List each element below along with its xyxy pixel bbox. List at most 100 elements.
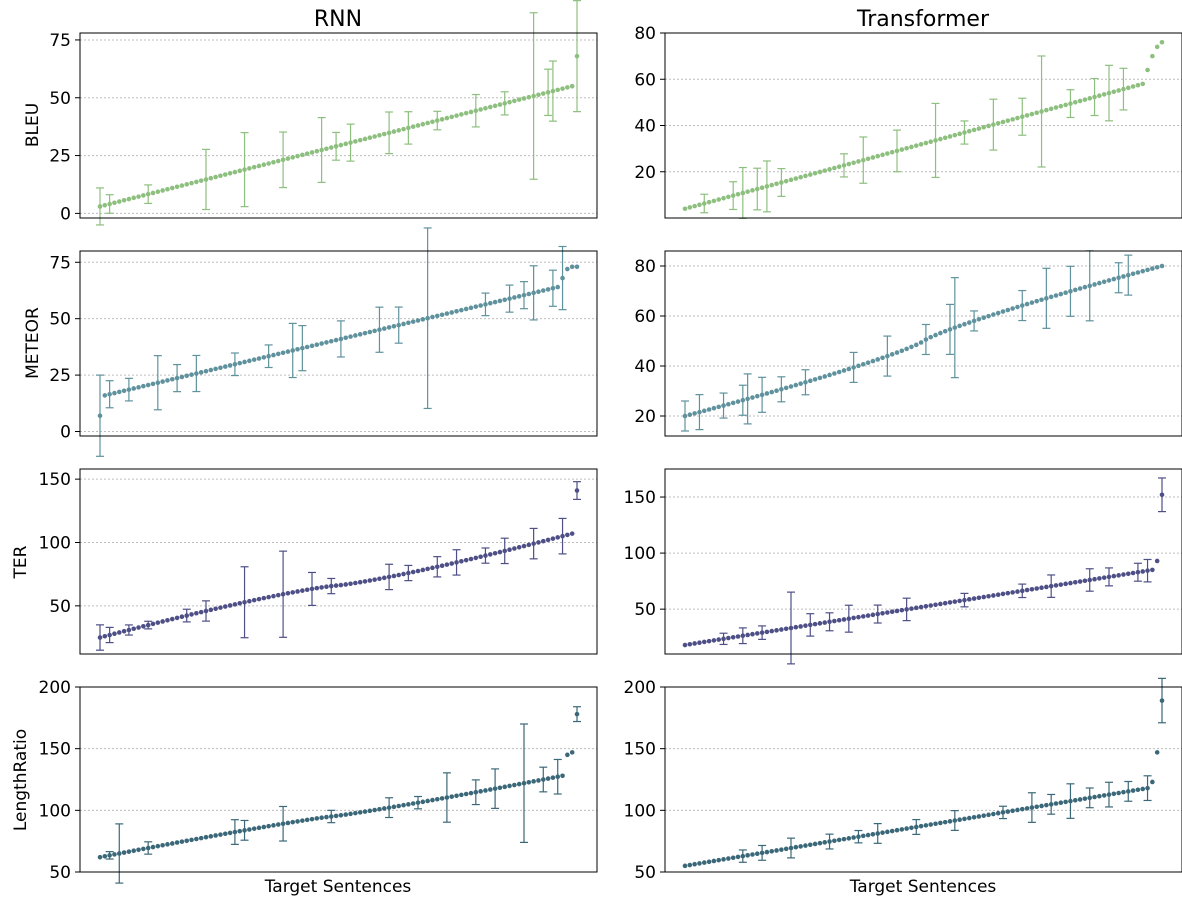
data-point bbox=[251, 597, 257, 603]
data-point bbox=[526, 779, 532, 785]
data-point bbox=[764, 849, 770, 855]
data-point bbox=[1077, 797, 1083, 802]
data-point bbox=[769, 848, 775, 854]
data-point bbox=[962, 130, 967, 135]
data-point bbox=[986, 313, 991, 319]
data-point bbox=[478, 107, 483, 112]
data-point bbox=[1019, 114, 1025, 120]
data-point bbox=[463, 110, 469, 116]
y-tick-label: 40 bbox=[634, 357, 656, 377]
data-point bbox=[179, 374, 185, 380]
data-point bbox=[807, 622, 813, 628]
data-point bbox=[1106, 278, 1112, 283]
y-tick-label: 20 bbox=[634, 163, 656, 183]
data-point bbox=[540, 538, 546, 544]
data-point bbox=[107, 853, 112, 858]
data-point bbox=[995, 121, 1001, 126]
data-point bbox=[1106, 574, 1112, 580]
data-point bbox=[923, 823, 929, 828]
data-point bbox=[285, 156, 291, 161]
data-point bbox=[372, 577, 377, 582]
data-point bbox=[851, 160, 856, 166]
data-point bbox=[319, 815, 324, 821]
data-point bbox=[928, 334, 934, 340]
data-point bbox=[938, 136, 943, 142]
data-point bbox=[454, 560, 459, 565]
data-point bbox=[1039, 297, 1044, 303]
data-point bbox=[1072, 580, 1078, 585]
data-point bbox=[913, 605, 919, 611]
data-point bbox=[150, 844, 156, 850]
data-point bbox=[473, 108, 479, 114]
data-point bbox=[1063, 102, 1068, 108]
panel-ter-transformer: 50 100 150 bbox=[624, 468, 1182, 665]
data-point bbox=[807, 842, 813, 848]
data-point bbox=[348, 140, 353, 145]
data-point bbox=[247, 166, 252, 171]
data-point bbox=[150, 190, 156, 196]
data-point bbox=[1077, 286, 1083, 291]
data-point bbox=[314, 816, 320, 821]
data-point bbox=[165, 186, 170, 192]
data-point bbox=[1087, 96, 1093, 101]
data-point bbox=[415, 318, 421, 323]
data-point bbox=[779, 847, 784, 852]
data-point bbox=[189, 372, 194, 377]
data-point bbox=[338, 582, 344, 588]
data-point bbox=[1092, 94, 1097, 100]
data-point bbox=[682, 206, 688, 212]
data-point bbox=[439, 312, 445, 318]
data-point bbox=[377, 132, 382, 138]
data-point bbox=[889, 352, 895, 357]
data-point bbox=[97, 635, 103, 640]
data-point bbox=[531, 93, 536, 99]
data-point bbox=[569, 264, 575, 270]
data-point bbox=[304, 344, 310, 350]
data-point bbox=[1019, 303, 1025, 308]
data-point bbox=[841, 836, 847, 842]
data-point bbox=[560, 773, 565, 779]
data-point bbox=[169, 841, 175, 846]
data-point bbox=[947, 819, 953, 824]
data-point bbox=[952, 132, 958, 138]
data-point bbox=[875, 357, 881, 362]
data-point bbox=[531, 541, 536, 546]
data-point bbox=[550, 285, 556, 291]
data-point bbox=[141, 623, 146, 629]
data-point bbox=[425, 566, 430, 572]
data-point bbox=[759, 630, 765, 635]
data-point bbox=[439, 117, 445, 122]
data-point bbox=[730, 193, 736, 198]
data-point bbox=[165, 842, 170, 847]
data-point bbox=[1072, 287, 1078, 293]
data-point bbox=[280, 821, 286, 827]
data-point bbox=[569, 750, 575, 755]
data-point bbox=[386, 805, 392, 810]
data-point bbox=[682, 642, 688, 648]
data-point bbox=[711, 858, 717, 864]
data-point bbox=[174, 184, 180, 190]
data-point bbox=[788, 384, 794, 389]
data-point bbox=[290, 155, 296, 160]
data-point bbox=[189, 180, 194, 186]
y-label-meteor: METEOR bbox=[23, 307, 43, 379]
data-point bbox=[860, 614, 866, 619]
data-point bbox=[1044, 296, 1049, 301]
data-point bbox=[160, 842, 165, 848]
data-point bbox=[174, 375, 180, 381]
panel-frame bbox=[79, 250, 598, 437]
data-point bbox=[381, 131, 387, 137]
data-point bbox=[319, 147, 324, 153]
data-point bbox=[569, 83, 575, 89]
data-point bbox=[410, 801, 416, 806]
data-point bbox=[1135, 270, 1141, 275]
data-point bbox=[942, 135, 948, 141]
data-point bbox=[145, 382, 151, 388]
data-point bbox=[923, 604, 929, 609]
data-point bbox=[136, 194, 141, 199]
y-tick-label: 20 bbox=[634, 407, 656, 427]
data-point bbox=[938, 330, 943, 336]
data-point bbox=[266, 594, 271, 600]
data-point bbox=[247, 598, 252, 604]
data-point bbox=[779, 627, 784, 632]
